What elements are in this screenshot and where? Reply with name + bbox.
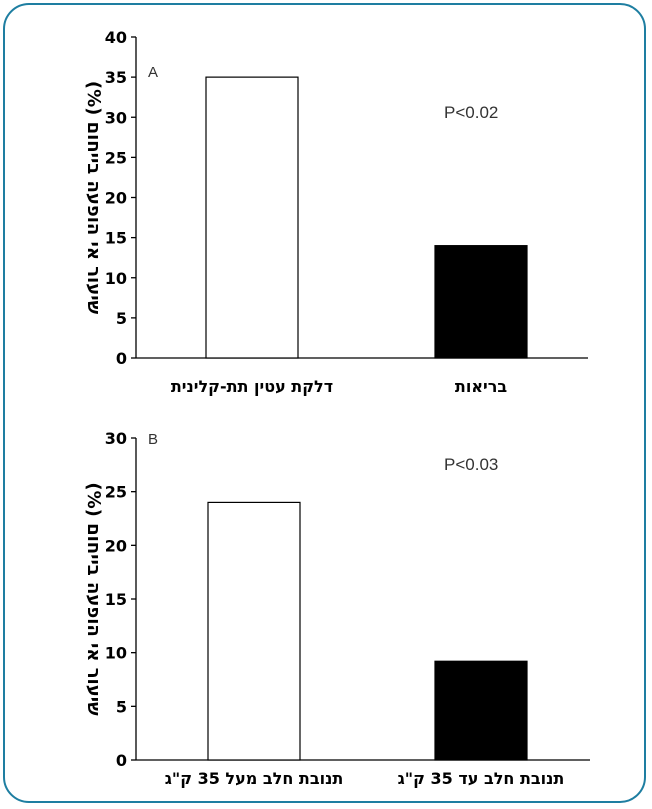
- bar: [434, 660, 528, 761]
- category-label: תנובת חלב עד 35 ק"ג: [398, 769, 565, 788]
- bar: [207, 501, 301, 761]
- y-tick-label: 25: [105, 483, 127, 502]
- bar: [434, 245, 528, 359]
- y-axis-label: שיעור אי הופעה בייחום (%): [83, 81, 104, 315]
- y-tick-label: 15: [105, 590, 127, 609]
- category-label: בריאות: [455, 377, 507, 396]
- category-label: דלקת עטין תת-קלינית: [171, 377, 333, 396]
- y-tick-label: 10: [105, 269, 127, 288]
- y-tick-label: 0: [116, 349, 127, 368]
- panel-letter: B: [148, 431, 158, 448]
- y-tick-label: 5: [116, 697, 127, 716]
- panel-b-chart: 0 5 10 15 20 25 30 תנובת חלב מעל 35 ק"ג תנובת חל…: [83, 429, 590, 788]
- y-tick-label: 25: [105, 148, 127, 167]
- category-label: תנובת חלב מעל 35 ק"ג: [165, 769, 344, 788]
- y-tick-label: 30: [105, 108, 127, 127]
- y-tick-label: 5: [116, 309, 127, 328]
- y-tick-label: 15: [105, 229, 127, 248]
- panel-a-chart: 0 5 10 15 20 25 30 35 40 דלקת עטין תת-קלינית בריאו…: [83, 28, 588, 396]
- y-tick-label: 20: [105, 189, 127, 208]
- y-tick-label: 0: [116, 751, 127, 770]
- y-tick-label: 20: [105, 536, 127, 555]
- y-tick-label: 35: [105, 68, 127, 87]
- bar: [205, 76, 299, 359]
- y-tick-label: 30: [105, 429, 127, 448]
- y-axis-label: שיעור אי הופעה בייחום (%): [83, 482, 104, 716]
- p-value-annotation: P<0.02: [444, 103, 498, 122]
- p-value-annotation: P<0.03: [444, 455, 498, 474]
- y-tick-label: 40: [105, 28, 127, 47]
- figure-frame: [3, 3, 646, 803]
- y-tick-label: 10: [105, 644, 127, 663]
- panel-letter: A: [148, 64, 158, 81]
